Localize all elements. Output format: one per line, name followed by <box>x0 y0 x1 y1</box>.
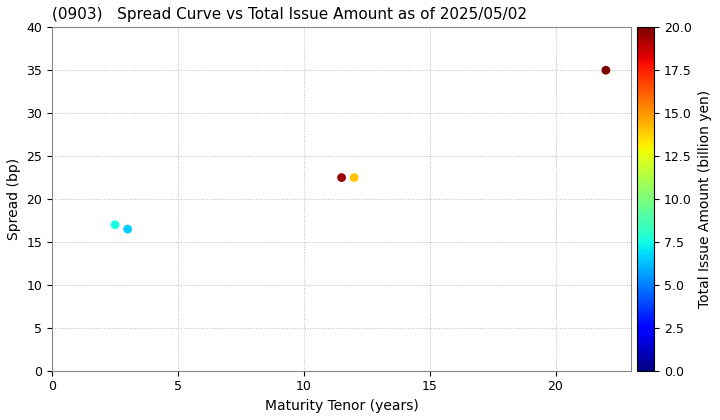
X-axis label: Maturity Tenor (years): Maturity Tenor (years) <box>265 399 418 413</box>
Point <box>122 226 133 232</box>
Point <box>600 67 612 74</box>
Y-axis label: Total Issue Amount (billion yen): Total Issue Amount (billion yen) <box>698 90 711 308</box>
Y-axis label: Spread (bp): Spread (bp) <box>7 158 21 240</box>
Text: (0903)   Spread Curve vs Total Issue Amount as of 2025/05/02: (0903) Spread Curve vs Total Issue Amoun… <box>52 7 527 22</box>
Point <box>336 174 347 181</box>
Point <box>348 174 360 181</box>
Point <box>109 221 121 228</box>
